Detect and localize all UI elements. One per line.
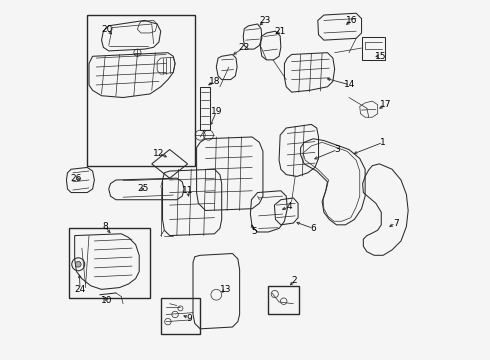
Text: 15: 15 [375, 52, 386, 61]
Text: 7: 7 [393, 219, 398, 228]
Text: 22: 22 [239, 43, 250, 52]
Text: 25: 25 [137, 184, 148, 193]
Text: 12: 12 [153, 149, 165, 158]
Bar [161, 298, 200, 334]
Text: 13: 13 [220, 285, 231, 294]
Bar [69, 228, 150, 298]
Text: 5: 5 [251, 228, 257, 237]
Text: 20: 20 [101, 25, 113, 34]
Text: 8: 8 [102, 222, 108, 231]
Text: 23: 23 [259, 16, 270, 25]
Text: 14: 14 [344, 81, 356, 90]
Text: 6: 6 [310, 224, 316, 233]
Bar [200, 87, 210, 130]
Bar [269, 286, 299, 315]
Text: 3: 3 [335, 145, 341, 154]
Text: 19: 19 [211, 107, 222, 116]
Text: 21: 21 [274, 27, 286, 36]
Text: 26: 26 [71, 174, 82, 183]
Text: 11: 11 [182, 186, 194, 195]
Text: 10: 10 [101, 296, 113, 305]
Text: 16: 16 [346, 16, 358, 25]
Text: 24: 24 [74, 285, 86, 294]
Text: 4: 4 [287, 202, 293, 211]
Text: 18: 18 [209, 77, 221, 86]
Bar [87, 15, 195, 166]
Text: 1: 1 [380, 138, 386, 147]
Circle shape [75, 261, 81, 267]
Bar [362, 37, 385, 60]
Text: 9: 9 [187, 314, 192, 323]
Text: 2: 2 [292, 276, 297, 285]
Text: 17: 17 [380, 100, 392, 109]
